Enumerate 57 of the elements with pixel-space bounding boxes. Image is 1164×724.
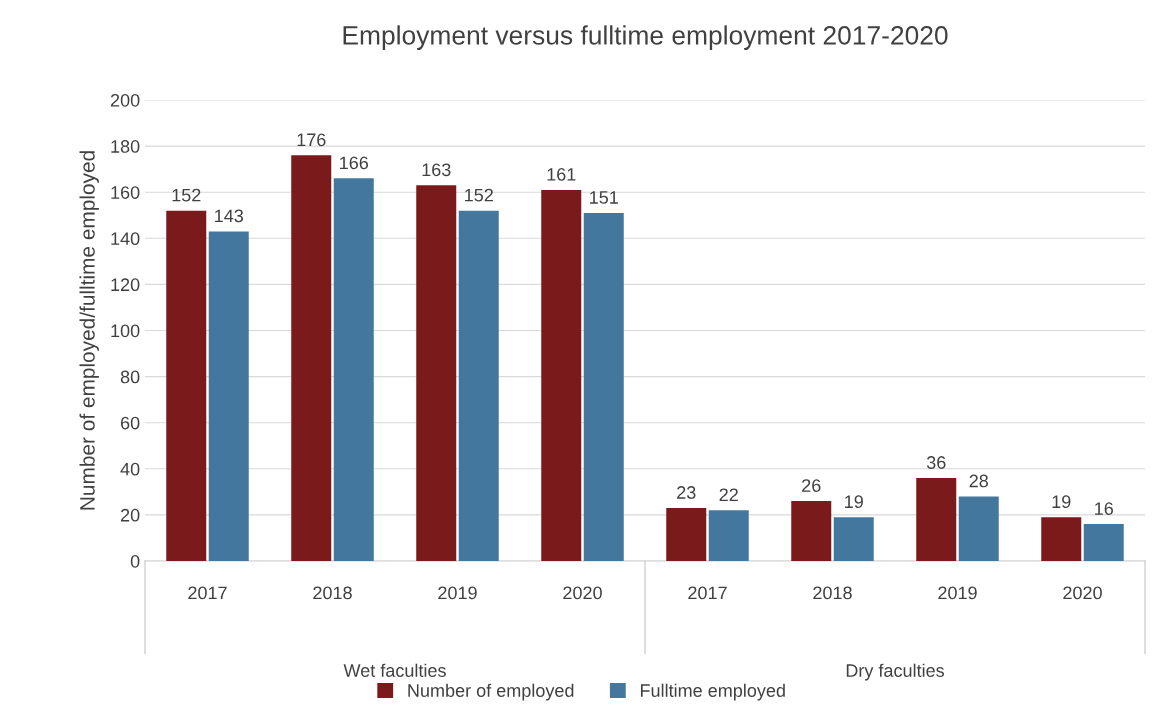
data-label: 151 bbox=[590, 191, 618, 204]
data-label: 152 bbox=[465, 188, 493, 202]
y-tick-label: 80 bbox=[120, 370, 140, 384]
x-tick-label: 2018 bbox=[813, 586, 852, 600]
x-tick-label: 2019 bbox=[938, 586, 977, 600]
bar bbox=[1041, 517, 1082, 561]
x-tick-label: 2020 bbox=[563, 586, 602, 600]
bar bbox=[791, 501, 832, 561]
y-tick-label: 60 bbox=[120, 416, 140, 430]
y-tick-label: 20 bbox=[120, 508, 140, 522]
x-tick-label: 2019 bbox=[438, 586, 477, 600]
data-label: 36 bbox=[926, 456, 946, 469]
data-label: 143 bbox=[215, 209, 244, 223]
data-label: 28 bbox=[969, 474, 989, 488]
x-tick-label: 2018 bbox=[313, 586, 352, 600]
data-label: 22 bbox=[719, 488, 738, 501]
bar bbox=[1083, 524, 1124, 561]
bar bbox=[333, 178, 374, 561]
y-axis-title: Number of employed/fulltime employed bbox=[79, 151, 99, 510]
bar bbox=[916, 478, 957, 561]
chart-title: Employment versus fulltime employment 2017-2020 bbox=[343, 25, 948, 50]
x-tick-label: 2017 bbox=[188, 586, 227, 600]
bar bbox=[208, 231, 249, 561]
bar bbox=[541, 189, 582, 561]
text: Dry faculties bbox=[846, 663, 945, 681]
data-label: 23 bbox=[677, 486, 696, 499]
y-tick-label: 40 bbox=[120, 462, 140, 476]
bar bbox=[291, 155, 332, 561]
bar bbox=[166, 210, 207, 561]
data-label: 163 bbox=[422, 163, 451, 177]
data-label: 26 bbox=[802, 479, 821, 492]
y-tick-label: 100 bbox=[111, 324, 140, 338]
bar bbox=[583, 212, 624, 561]
bar bbox=[958, 496, 999, 561]
data-label: 19 bbox=[845, 495, 863, 509]
data-label: 166 bbox=[340, 156, 369, 170]
data-label: 176 bbox=[297, 133, 326, 147]
y-tick-label: 200 bbox=[110, 93, 140, 107]
legend-label: Fulltime employed bbox=[640, 683, 785, 701]
x-tick-label: 2020 bbox=[1063, 586, 1102, 600]
text: Wet faculties bbox=[343, 663, 446, 677]
y-tick-label: 160 bbox=[111, 186, 140, 199]
y-tick-label: 140 bbox=[111, 232, 140, 246]
bar bbox=[458, 210, 499, 561]
y-tick-label: 0 bbox=[130, 554, 140, 568]
data-label: 19 bbox=[1052, 495, 1071, 509]
y-tick-label: 180 bbox=[111, 140, 140, 153]
x-tick-label: 2017 bbox=[688, 586, 727, 600]
data-label: 16 bbox=[1095, 502, 1113, 515]
bar bbox=[666, 507, 707, 561]
bar bbox=[416, 185, 457, 561]
bar bbox=[708, 510, 749, 561]
legend-label: Number of employed bbox=[408, 683, 574, 701]
y-tick-label: 120 bbox=[111, 278, 140, 292]
bar bbox=[833, 517, 874, 561]
data-label: 161 bbox=[547, 167, 576, 181]
data-label: 152 bbox=[172, 188, 201, 202]
